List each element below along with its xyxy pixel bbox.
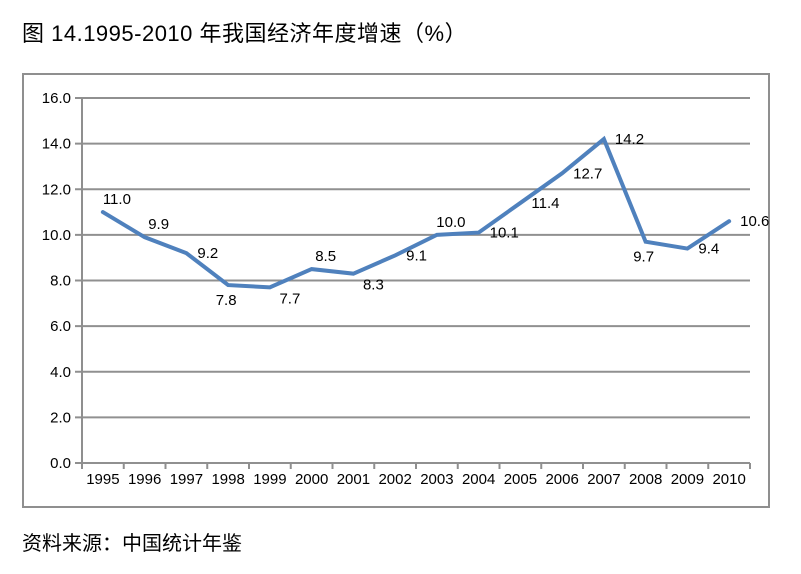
data-label: 12.7 bbox=[573, 165, 602, 182]
data-label: 10.6 bbox=[740, 213, 769, 230]
x-tick-label: 2001 bbox=[337, 471, 370, 488]
data-label: 9.7 bbox=[633, 249, 654, 266]
y-tick-label: 12.0 bbox=[42, 181, 71, 198]
data-label: 7.8 bbox=[216, 292, 237, 309]
x-tick-label: 2009 bbox=[671, 471, 704, 488]
y-tick-label: 8.0 bbox=[50, 273, 71, 290]
x-tick-label: 2004 bbox=[462, 471, 495, 488]
y-tick-label: 2.0 bbox=[50, 409, 71, 426]
x-tick-label: 2000 bbox=[295, 471, 328, 488]
data-label: 9.4 bbox=[698, 241, 719, 258]
data-label: 14.2 bbox=[615, 131, 644, 148]
x-tick-label: 2006 bbox=[545, 471, 578, 488]
x-tick-label: 2005 bbox=[504, 471, 537, 488]
x-tick-label: 1996 bbox=[128, 471, 161, 488]
chart-title: 图 14.1995-2010 年我国经济年度增速（%） bbox=[22, 21, 468, 46]
data-label: 11.4 bbox=[531, 195, 559, 212]
x-tick-label: 2003 bbox=[420, 471, 453, 488]
x-tick-label: 2002 bbox=[378, 471, 411, 488]
chart-frame: 0.0 2.0 4.0 6.0 8.0 10.0 12.0 14.0 16.0 1995 1996 1… bbox=[22, 73, 770, 508]
y-tick-label: 0.0 bbox=[50, 455, 71, 472]
y-tick-label: 6.0 bbox=[50, 318, 71, 335]
data-label: 8.3 bbox=[363, 277, 384, 294]
data-label: 9.1 bbox=[406, 247, 427, 264]
data-label: 8.5 bbox=[315, 248, 336, 265]
source-note: 资料来源：中国统计年鉴 bbox=[22, 533, 242, 555]
x-tick-label: 1999 bbox=[253, 471, 286, 488]
line-chart: 0.0 2.0 4.0 6.0 8.0 10.0 12.0 14.0 16.0 1995 1996 1… bbox=[42, 90, 770, 488]
y-tick-label: 10.0 bbox=[42, 227, 71, 244]
data-series-line bbox=[100, 135, 732, 290]
data-label: 7.7 bbox=[279, 290, 300, 307]
x-tick-label: 2008 bbox=[629, 471, 662, 488]
y-tick-label: 4.0 bbox=[50, 364, 71, 381]
data-label: 9.9 bbox=[148, 216, 169, 233]
x-tick-label: 1998 bbox=[211, 471, 244, 488]
y-tick-label: 14.0 bbox=[42, 136, 71, 153]
data-label: 10.1 bbox=[490, 225, 519, 242]
x-tick-label: 1997 bbox=[170, 471, 203, 488]
data-label: 9.2 bbox=[197, 245, 218, 262]
x-tick-label: 2007 bbox=[587, 471, 620, 488]
x-tick-label: 1995 bbox=[86, 471, 119, 488]
x-tick-label: 2010 bbox=[712, 471, 745, 488]
data-label: 11.0 bbox=[103, 191, 131, 208]
y-tick-label: 16.0 bbox=[42, 90, 71, 107]
data-label: 10.0 bbox=[436, 214, 465, 231]
